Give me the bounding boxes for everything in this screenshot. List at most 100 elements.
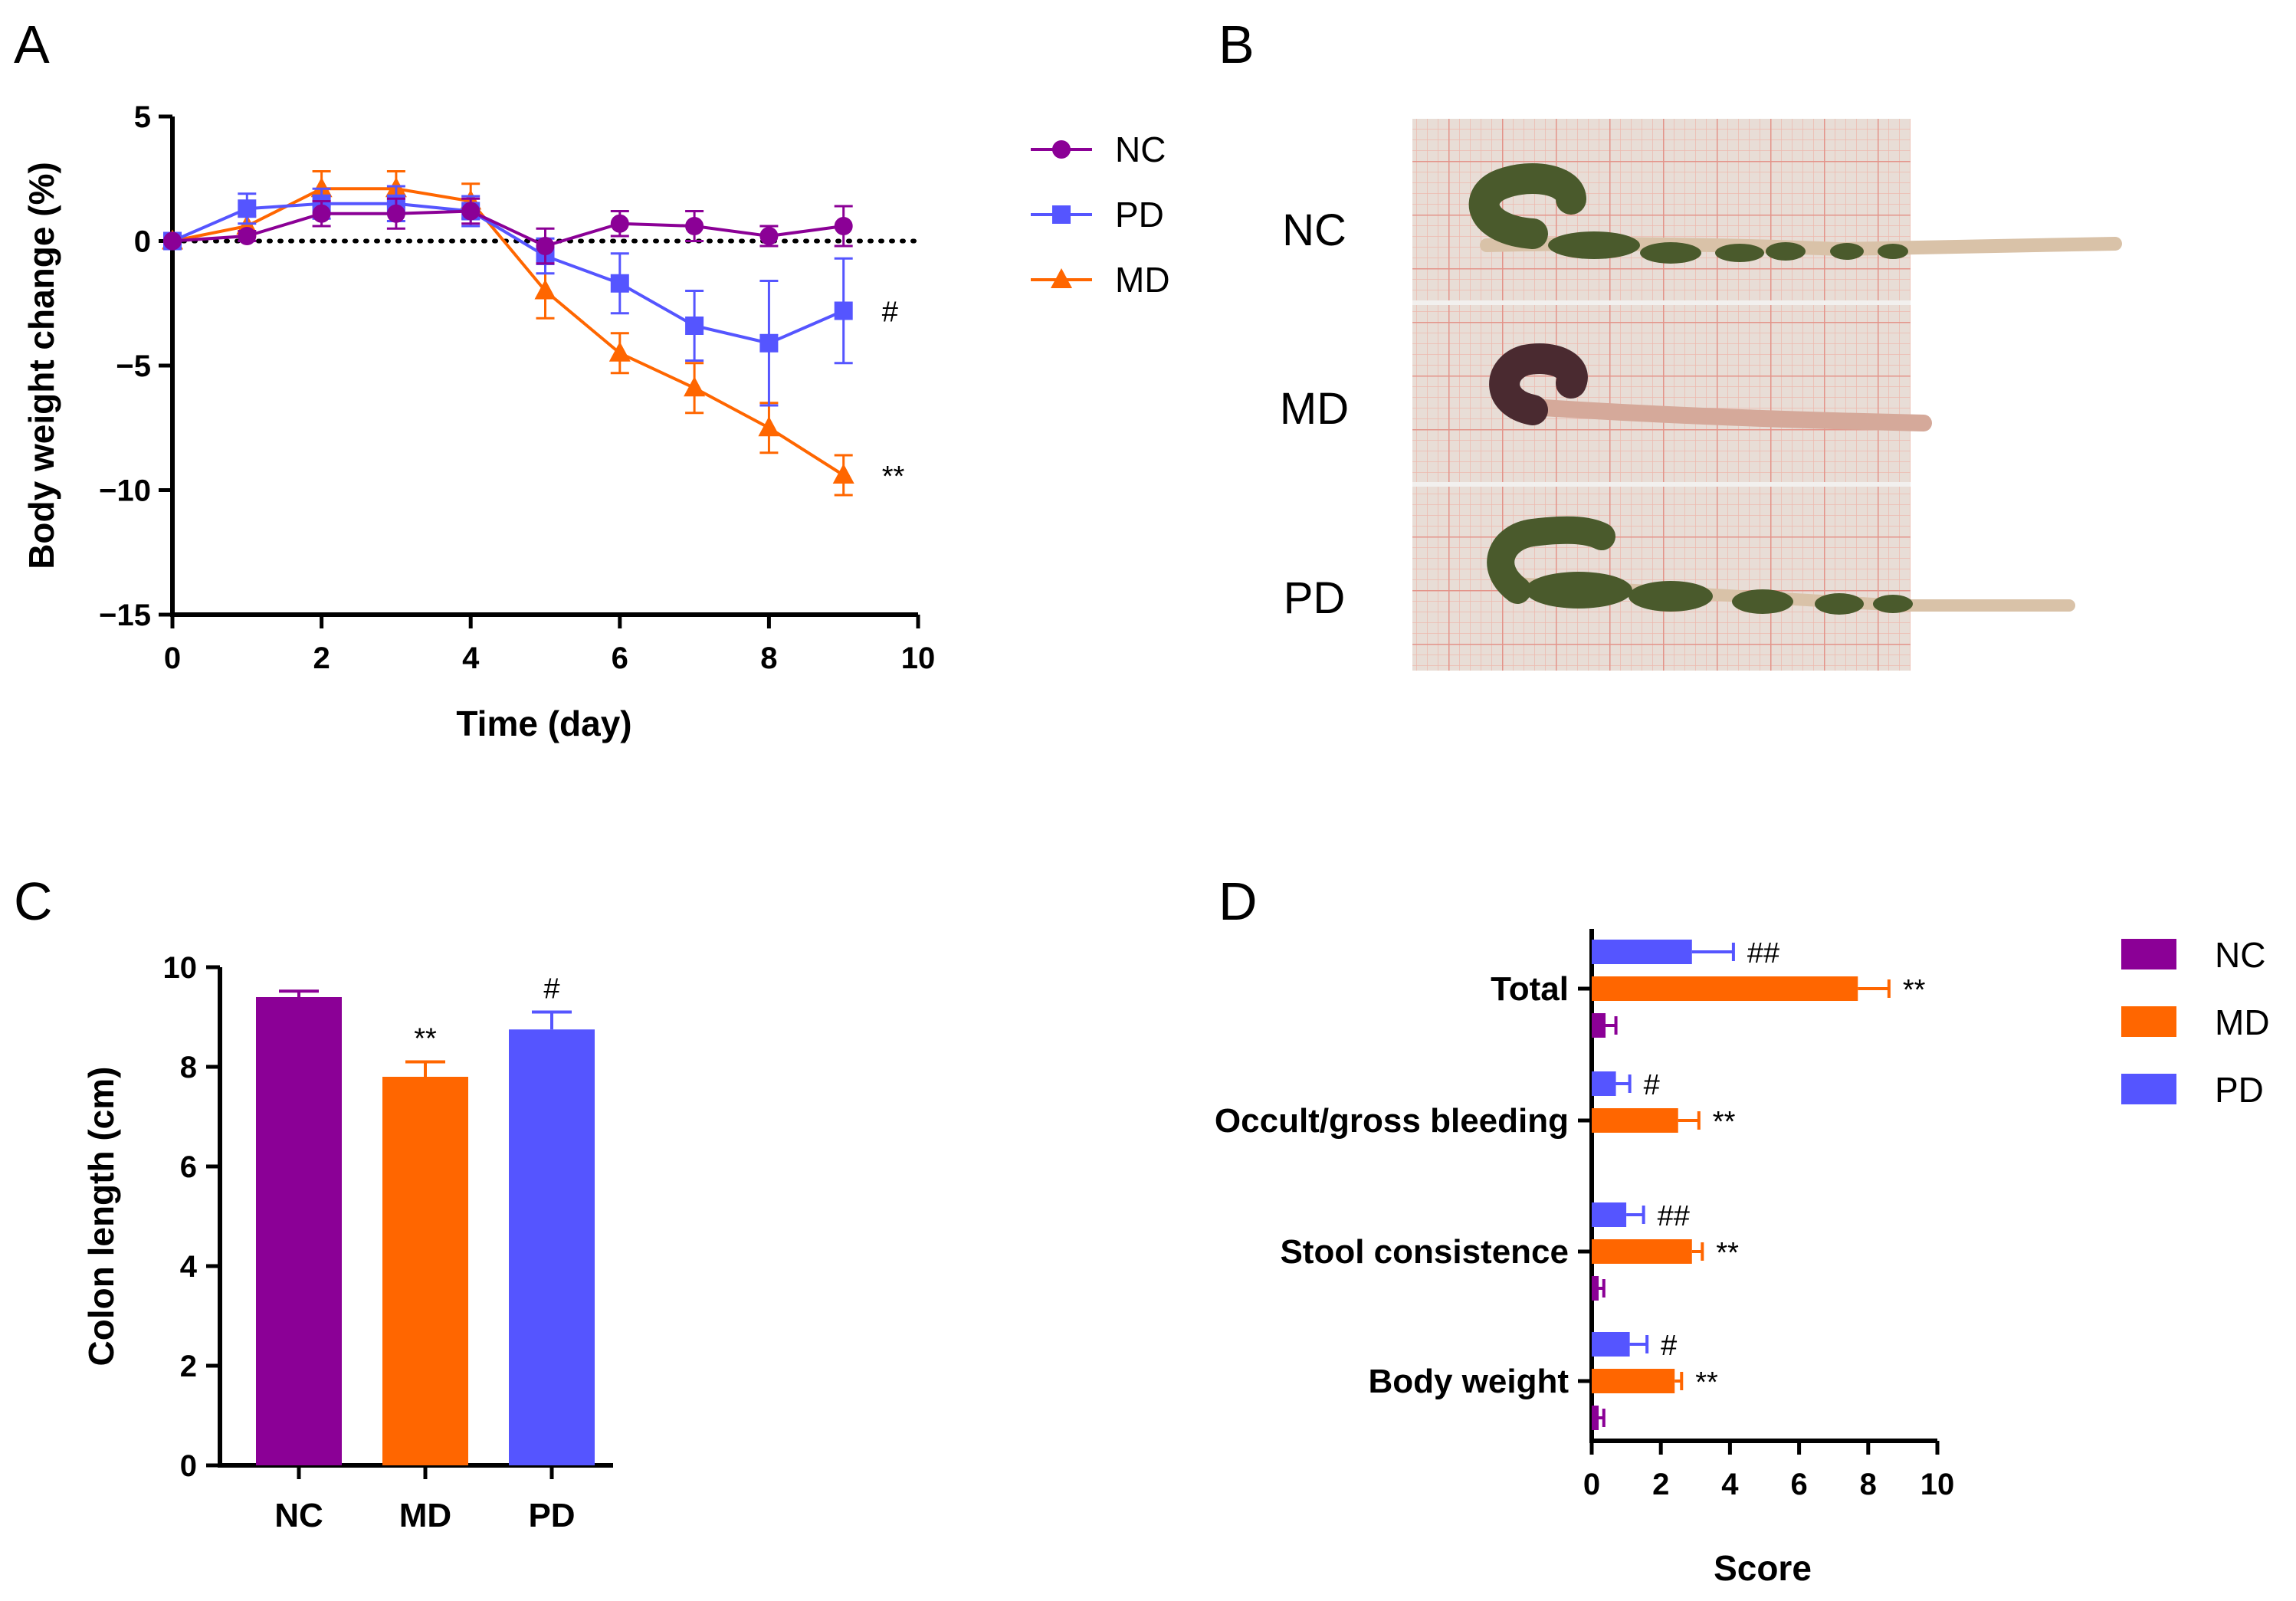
chart-d-x-tick-label: 6 (1790, 1468, 1807, 1501)
chart-d-x-tick-label: 0 (1583, 1468, 1600, 1501)
chart-d-error-bar (1626, 1206, 1645, 1224)
chart-d-bar-pd (1592, 1332, 1630, 1357)
chart-d-error-bar (1691, 1242, 1704, 1261)
chart-c-bar-md: MD ** (382, 1023, 468, 1534)
colon-nc (1468, 163, 2122, 264)
chart-a-point (461, 202, 481, 221)
chart-c-y-tick-label: 4 (180, 1250, 198, 1284)
chart-a-legend-label: NC (1115, 130, 1166, 169)
chart-c-bar: 0 2 4 6 8 10 NC MD ** PD # Colon length (cm) (81, 951, 613, 1534)
chart-d-error-bar (1599, 1409, 1606, 1427)
chart-d-category-label: Total (1491, 970, 1569, 1008)
chart-a-point (534, 279, 556, 300)
chart-a-x-tick-label: 2 (313, 641, 330, 675)
chart-d-bar-nc (1592, 1013, 1606, 1038)
chart-d-x-ticks: 0 2 4 6 8 10 (1583, 1441, 1954, 1501)
chart-c-x-tick-label: MD (399, 1497, 451, 1534)
panel-label-d: D (1219, 871, 1258, 931)
chart-a-y-tick-label: 0 (134, 225, 151, 259)
chart-a-point (608, 341, 631, 362)
panel-label-b: B (1219, 15, 1255, 74)
chart-c-y-tick-label: 2 (180, 1350, 197, 1383)
chart-a-line: 5 0 −5 −10 −15 0 2 4 6 8 10 # ** Time (day) Body w… (21, 100, 1170, 743)
colon-pd (1487, 516, 2075, 615)
chart-d-x-tick-label: 2 (1652, 1468, 1669, 1501)
chart-d-significance: ** (1695, 1366, 1718, 1399)
chart-d-bars: Total##**Occult/gross bleeding#**Stool c… (1215, 937, 1926, 1430)
chart-c-y-tick-label: 10 (163, 951, 198, 985)
chart-c-y-tick-label: 8 (180, 1051, 197, 1084)
chart-c-y-label: Colon length (cm) (81, 1067, 121, 1366)
chart-a-legend-label: PD (1115, 195, 1164, 235)
chart-c-significance: ** (414, 1023, 437, 1055)
chart-d-error-bar (1615, 1074, 1632, 1093)
chart-d-group: Stool consistence ## ** (1280, 1200, 1739, 1301)
chart-d-significance: ** (1903, 974, 1926, 1006)
chart-a-line-pd (172, 202, 845, 345)
chart-d-bar-md (1592, 1108, 1678, 1133)
photo-label-pd: PD (1284, 573, 1346, 623)
chart-d-legend-pd: PD (2121, 1070, 2264, 1110)
chart-a-y-tick-label: 5 (134, 100, 151, 134)
chart-a-point (238, 199, 257, 218)
chart-d-bar-md (1592, 1239, 1692, 1264)
chart-d-significance: ** (1716, 1237, 1739, 1269)
chart-a-point (610, 214, 629, 233)
chart-a-point (759, 333, 779, 353)
chart-d-x-label: Score (1714, 1548, 1812, 1588)
chart-a-y-ticks: 5 0 −5 −10 −15 (99, 100, 172, 632)
chart-a-point (684, 376, 706, 397)
chart-a-significance-pd: # (882, 297, 898, 329)
panel-label-a: A (14, 15, 50, 74)
chart-d-bar-pd (1592, 1202, 1627, 1227)
chart-a-point (536, 237, 555, 255)
chart-d-category-label: Occult/gross bleeding (1215, 1102, 1569, 1140)
chart-d-error-bar (1599, 1279, 1606, 1298)
chart-a-x-label: Time (day) (456, 704, 631, 743)
chart-d-x-tick-label: 10 (1920, 1468, 1955, 1501)
chart-d-significance: ## (1747, 937, 1779, 969)
chart-a-x-tick-label: 4 (462, 641, 480, 675)
chart-c-error-bar (532, 1010, 572, 1030)
chart-a-legend-label: MD (1115, 260, 1170, 300)
chart-a-point (386, 204, 405, 223)
chart-d-bar-md (1592, 976, 1858, 1001)
chart-c-y-tick-label: 0 (180, 1449, 197, 1483)
chart-a-point (758, 416, 780, 437)
chart-a-line-nc (172, 209, 844, 248)
chart-a-legend: NC PD MD (1031, 130, 1170, 300)
colon-photo: NC MD PD (1280, 119, 2122, 671)
chart-d-hbar: 0 2 4 6 8 10 Total ## ** Occult/gross bleeding # *… (1215, 929, 2270, 1588)
chart-a-legend-nc: NC (1031, 130, 1166, 169)
chart-d-group: Total ## ** (1491, 937, 1926, 1038)
chart-a-x-tick-label: 10 (901, 641, 936, 675)
chart-a-point (834, 217, 853, 235)
chart-c-error-bar (279, 989, 319, 997)
chart-a-y-tick-label: −10 (99, 474, 151, 508)
photo-label-nc: NC (1282, 205, 1346, 255)
chart-d-category-label: Stool consistence (1280, 1233, 1569, 1271)
chart-d-bar-nc (1592, 1406, 1599, 1430)
chart-c-bar-pd: PD # (509, 973, 595, 1534)
chart-c-bar-nc: NC (256, 989, 342, 1534)
chart-a-x-tick-label: 0 (164, 641, 181, 675)
chart-d-x-tick-label: 8 (1860, 1468, 1877, 1501)
chart-c-significance: # (543, 973, 559, 1006)
chart-d-legend-label: PD (2215, 1070, 2264, 1110)
chart-d-category-label: Body weight (1368, 1363, 1569, 1400)
chart-a-significance-md: ** (882, 461, 905, 493)
chart-a-series-pd (163, 185, 853, 407)
chart-a-legend-md: MD (1031, 260, 1170, 300)
chart-a-x-tick-label: 6 (612, 641, 628, 675)
chart-a-series-nc (163, 197, 853, 265)
chart-c-bars: NC MD ** PD # (256, 973, 595, 1534)
chart-d-error-bar (1678, 1111, 1701, 1130)
chart-c-bar-rect (382, 1077, 468, 1465)
chart-d-x-tick-label: 4 (1721, 1468, 1739, 1501)
chart-d-legend-md: MD (2121, 1002, 2270, 1042)
chart-a-x-ticks: 0 2 4 6 8 10 (164, 615, 935, 675)
chart-d-bar-pd (1592, 1071, 1616, 1096)
chart-c-y-tick-label: 6 (180, 1150, 197, 1184)
chart-a-y-label: Body weight change (%) (21, 162, 61, 569)
chart-d-bar-nc (1592, 1276, 1599, 1301)
